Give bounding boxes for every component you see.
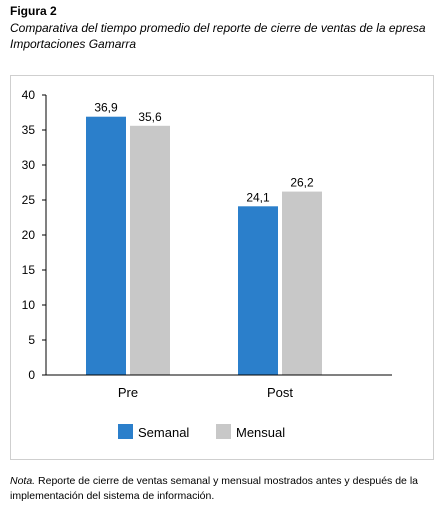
- y-tick-label: 30: [22, 158, 36, 172]
- y-tick-label: 10: [22, 298, 36, 312]
- bar-mensual-post: [282, 191, 322, 375]
- legend-swatch-semanal: [118, 424, 133, 439]
- legend-swatch-mensual: [216, 424, 231, 439]
- y-tick-label: 40: [22, 88, 36, 102]
- data-label: 36,9: [94, 101, 118, 115]
- bar-semanal-post: [238, 206, 278, 375]
- legend-label-semanal: Semanal: [138, 425, 189, 440]
- data-label: 35,6: [138, 110, 162, 124]
- bar-mensual-pre: [130, 125, 170, 375]
- x-category-label: Post: [267, 385, 293, 400]
- y-tick-label: 0: [28, 368, 35, 382]
- data-label: 26,2: [290, 176, 314, 190]
- chart-frame: [10, 75, 434, 460]
- data-label: 24,1: [246, 190, 270, 204]
- y-tick-label: 25: [22, 193, 36, 207]
- note-prefix: Nota.: [10, 475, 36, 487]
- y-tick-label: 15: [22, 263, 36, 277]
- figure-title: Comparativa del tiempo promedio del repo…: [10, 21, 426, 51]
- y-tick-label: 20: [22, 228, 36, 242]
- x-category-label: Pre: [118, 385, 138, 400]
- legend-label-mensual: Mensual: [236, 425, 285, 440]
- figure-note: Nota. Reporte de cierre de ventas semana…: [10, 474, 438, 504]
- note-text: Reporte de cierre de ventas semanal y me…: [10, 475, 418, 502]
- bar-semanal-pre: [86, 116, 126, 375]
- y-tick-label: 5: [28, 333, 35, 347]
- figure-label: Figura 2: [10, 4, 57, 18]
- y-tick-label: 35: [22, 123, 36, 137]
